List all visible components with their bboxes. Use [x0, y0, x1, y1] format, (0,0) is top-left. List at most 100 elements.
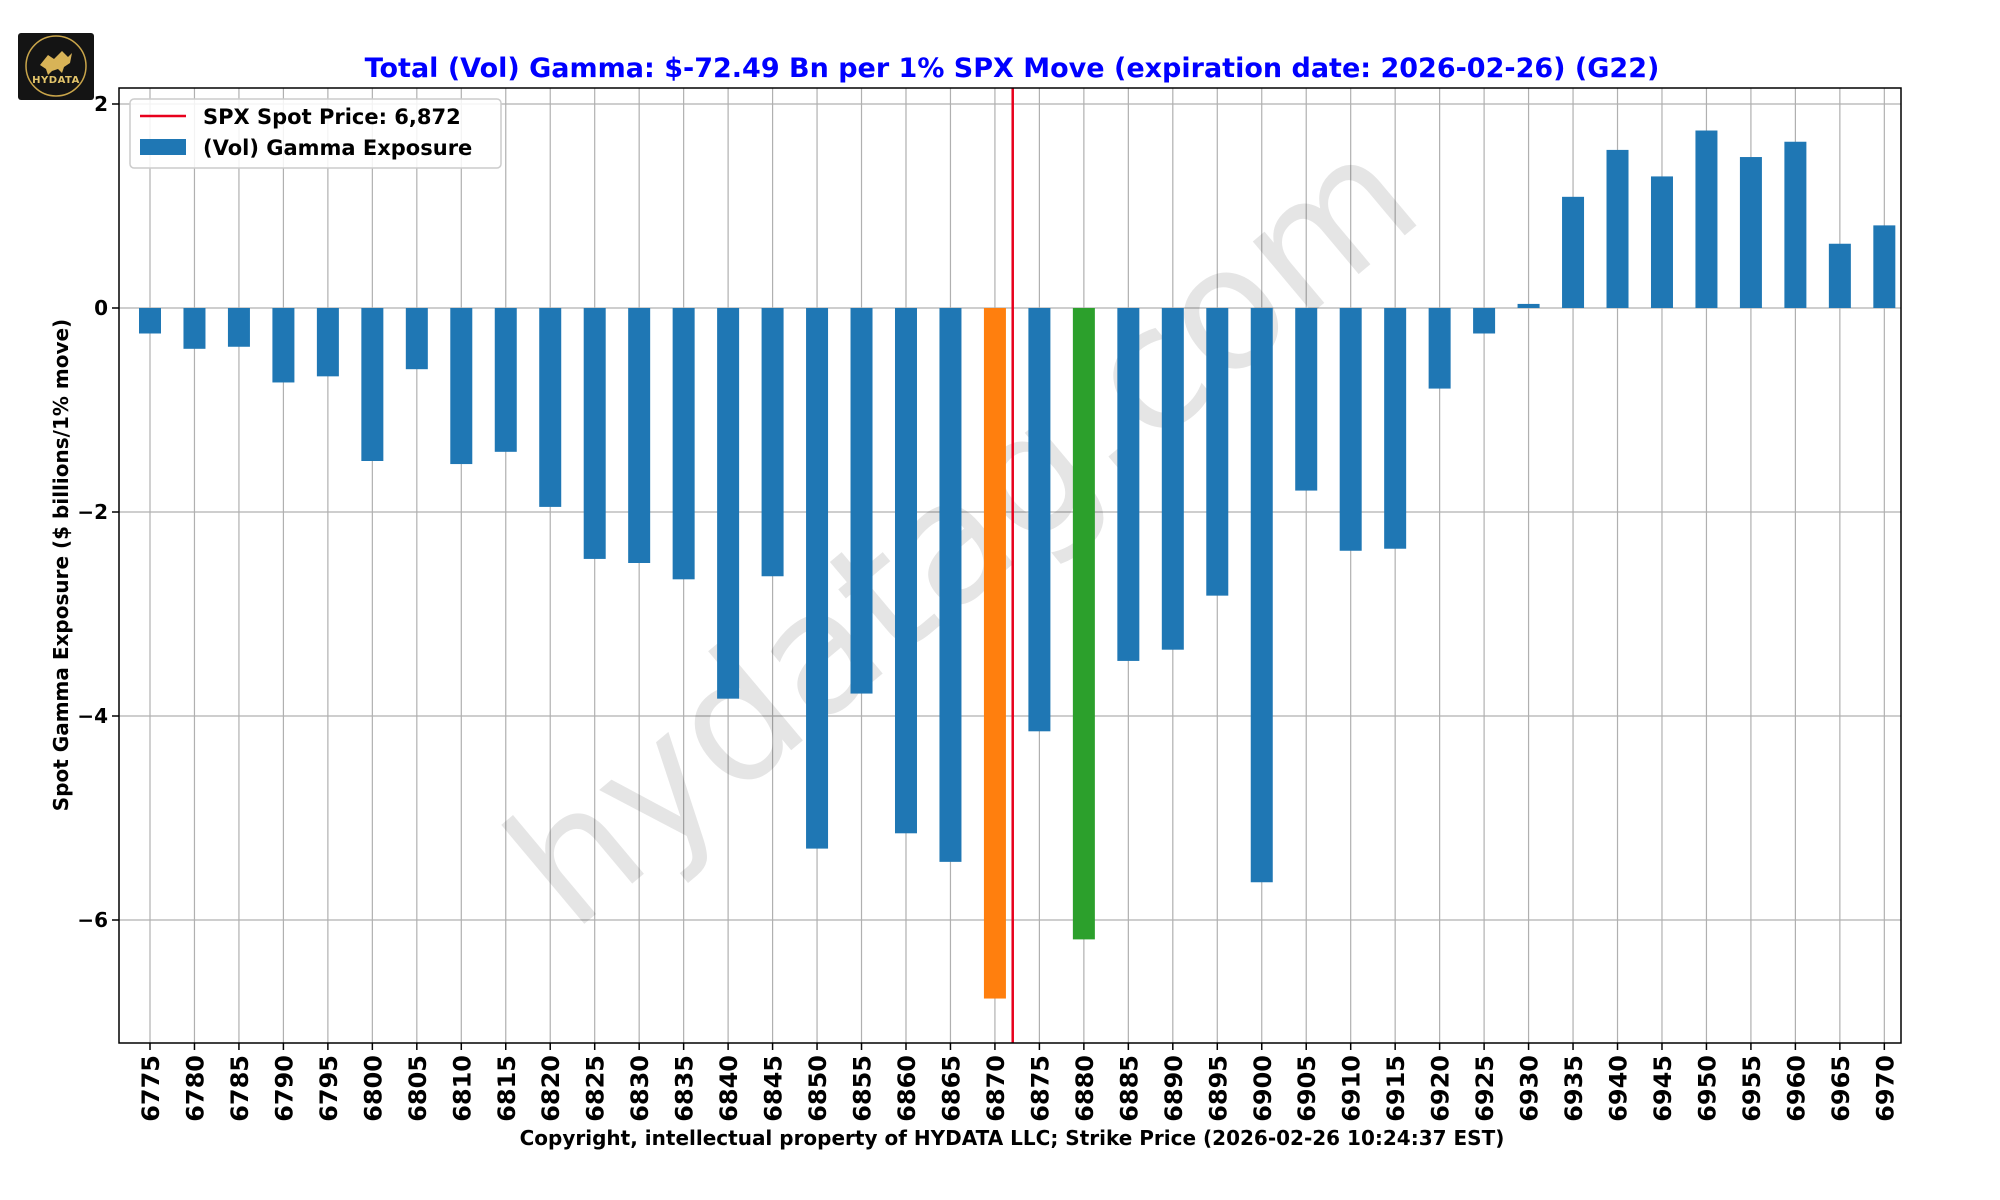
- x-tick-label-6890: 6890: [1160, 1055, 1188, 1122]
- x-tick-label-6775: 6775: [137, 1055, 165, 1122]
- bar-6910: [1339, 308, 1362, 551]
- bar-6810: [450, 308, 473, 465]
- legend-box: [129, 98, 502, 169]
- bar-6785: [227, 308, 250, 347]
- x-tick-label-6855: 6855: [849, 1055, 877, 1122]
- bar-6825: [583, 308, 606, 559]
- x-tick-label-6840: 6840: [715, 1055, 743, 1122]
- bar-6780: [183, 308, 206, 349]
- x-tick-label-6960: 6960: [1782, 1055, 1810, 1122]
- x-tick-label-6900: 6900: [1249, 1055, 1277, 1122]
- bar-6815: [494, 308, 517, 452]
- bar-6965: [1828, 243, 1851, 308]
- x-tick-label-6910: 6910: [1338, 1055, 1366, 1122]
- bar-6915: [1384, 308, 1407, 549]
- x-tick-label-6935: 6935: [1560, 1055, 1588, 1122]
- bull-icon: [25, 35, 87, 97]
- bar-6850: [806, 308, 829, 849]
- bar-6900: [1250, 308, 1273, 883]
- x-tick-label-6930: 6930: [1516, 1055, 1544, 1122]
- x-tick-label-6925: 6925: [1471, 1055, 1499, 1122]
- x-tick-label-6950: 6950: [1693, 1055, 1721, 1122]
- chart-title: Total (Vol) Gamma: $-72.49 Bn per 1% SPX…: [365, 53, 1660, 84]
- bar-6800: [361, 308, 384, 461]
- bar-6885: [1117, 308, 1140, 661]
- y-axis-label: Spot Gamma Exposure ($ billions/1% move): [49, 319, 73, 811]
- x-tick-label-6820: 6820: [537, 1055, 565, 1122]
- x-tick-label-6865: 6865: [937, 1055, 965, 1122]
- y-tick-label: 2: [94, 92, 108, 116]
- bar-6895: [1206, 308, 1229, 596]
- bar-6835: [672, 308, 695, 580]
- bar-6950: [1695, 130, 1718, 308]
- y-tick-label: −6: [77, 908, 108, 932]
- x-tick-label-6915: 6915: [1382, 1055, 1410, 1122]
- x-tick-label-6940: 6940: [1605, 1055, 1633, 1122]
- x-tick-label-6805: 6805: [404, 1055, 432, 1122]
- y-axis-ticks: 2 0 −2 −4 −6: [77, 92, 119, 932]
- x-tick-label-6970: 6970: [1871, 1055, 1899, 1122]
- y-tick-label: −4: [77, 704, 108, 728]
- bar-6890: [1161, 308, 1184, 650]
- legend-gamma-bar-swatch: [140, 139, 186, 155]
- x-tick-label-6965: 6965: [1827, 1055, 1855, 1122]
- x-tick-label-6835: 6835: [671, 1055, 699, 1122]
- plot-frame: [118, 87, 1902, 1044]
- bars: [139, 130, 1896, 999]
- legend-gamma-label: (Vol) Gamma Exposure: [203, 136, 472, 160]
- bar-6775: [139, 308, 161, 334]
- bar-6880: [1072, 308, 1095, 940]
- bar-6860: [894, 308, 917, 834]
- bar-6970: [1873, 225, 1896, 308]
- x-axis-ticks: 6775 6780 6785 6790 6795 6800 6805 6810 6815 6820…: [137, 1043, 1899, 1122]
- x-tick-label-6955: 6955: [1738, 1055, 1766, 1122]
- x-tick-label-6810: 6810: [448, 1055, 476, 1122]
- bar-6855: [850, 308, 873, 694]
- legend: SPX Spot Price: 6,872 (Vol) Gamma Exposu…: [129, 98, 502, 169]
- bar-6935: [1562, 196, 1585, 308]
- x-tick-label-6870: 6870: [982, 1055, 1010, 1122]
- bar-6865: [939, 308, 962, 862]
- x-tick-label-6845: 6845: [760, 1055, 788, 1122]
- x-tick-label-6825: 6825: [582, 1055, 610, 1122]
- x-tick-label-6945: 6945: [1649, 1055, 1677, 1122]
- x-axis-label: Copyright, intellectual property of HYDA…: [520, 1126, 1505, 1150]
- bar-6960: [1784, 141, 1807, 308]
- bar-6840: [717, 308, 740, 699]
- x-tick-label-6785: 6785: [226, 1055, 254, 1122]
- bar-6955: [1739, 157, 1762, 308]
- x-tick-label-6875: 6875: [1026, 1055, 1054, 1122]
- x-tick-label-6885: 6885: [1115, 1055, 1143, 1122]
- bar-6805: [405, 308, 428, 370]
- bar-6925: [1473, 308, 1496, 334]
- hydata-logo: HYDATA: [18, 33, 94, 100]
- x-tick-label-6790: 6790: [270, 1055, 298, 1122]
- bar-6790: [272, 308, 295, 383]
- x-tick-label-6920: 6920: [1427, 1055, 1455, 1122]
- x-tick-label-6830: 6830: [626, 1055, 654, 1122]
- x-tick-label-6800: 6800: [359, 1055, 387, 1122]
- x-tick-label-6880: 6880: [1071, 1055, 1099, 1122]
- x-tick-label-6815: 6815: [493, 1055, 521, 1122]
- logo-text: HYDATA: [32, 75, 80, 86]
- x-tick-label-6905: 6905: [1293, 1055, 1321, 1122]
- bar-6820: [539, 308, 562, 507]
- bar-6905: [1295, 308, 1318, 491]
- bar-6870: [983, 308, 1006, 999]
- bar-6795: [316, 308, 339, 377]
- y-tick-label: −2: [77, 500, 108, 524]
- x-tick-label-6795: 6795: [315, 1055, 343, 1122]
- bar-6845: [761, 308, 784, 577]
- x-tick-label-6850: 6850: [804, 1055, 832, 1122]
- bar-6945: [1650, 176, 1673, 308]
- bar-6830: [628, 308, 651, 563]
- bar-6940: [1606, 149, 1629, 308]
- bar-6920: [1428, 308, 1451, 389]
- x-tick-label-6895: 6895: [1204, 1055, 1232, 1122]
- x-tick-label-6780: 6780: [181, 1055, 209, 1122]
- y-tick-label: 0: [94, 296, 108, 320]
- legend-spot-label: SPX Spot Price: 6,872: [203, 105, 461, 129]
- bar-6930: [1517, 303, 1540, 308]
- x-tick-label-6860: 6860: [893, 1055, 921, 1122]
